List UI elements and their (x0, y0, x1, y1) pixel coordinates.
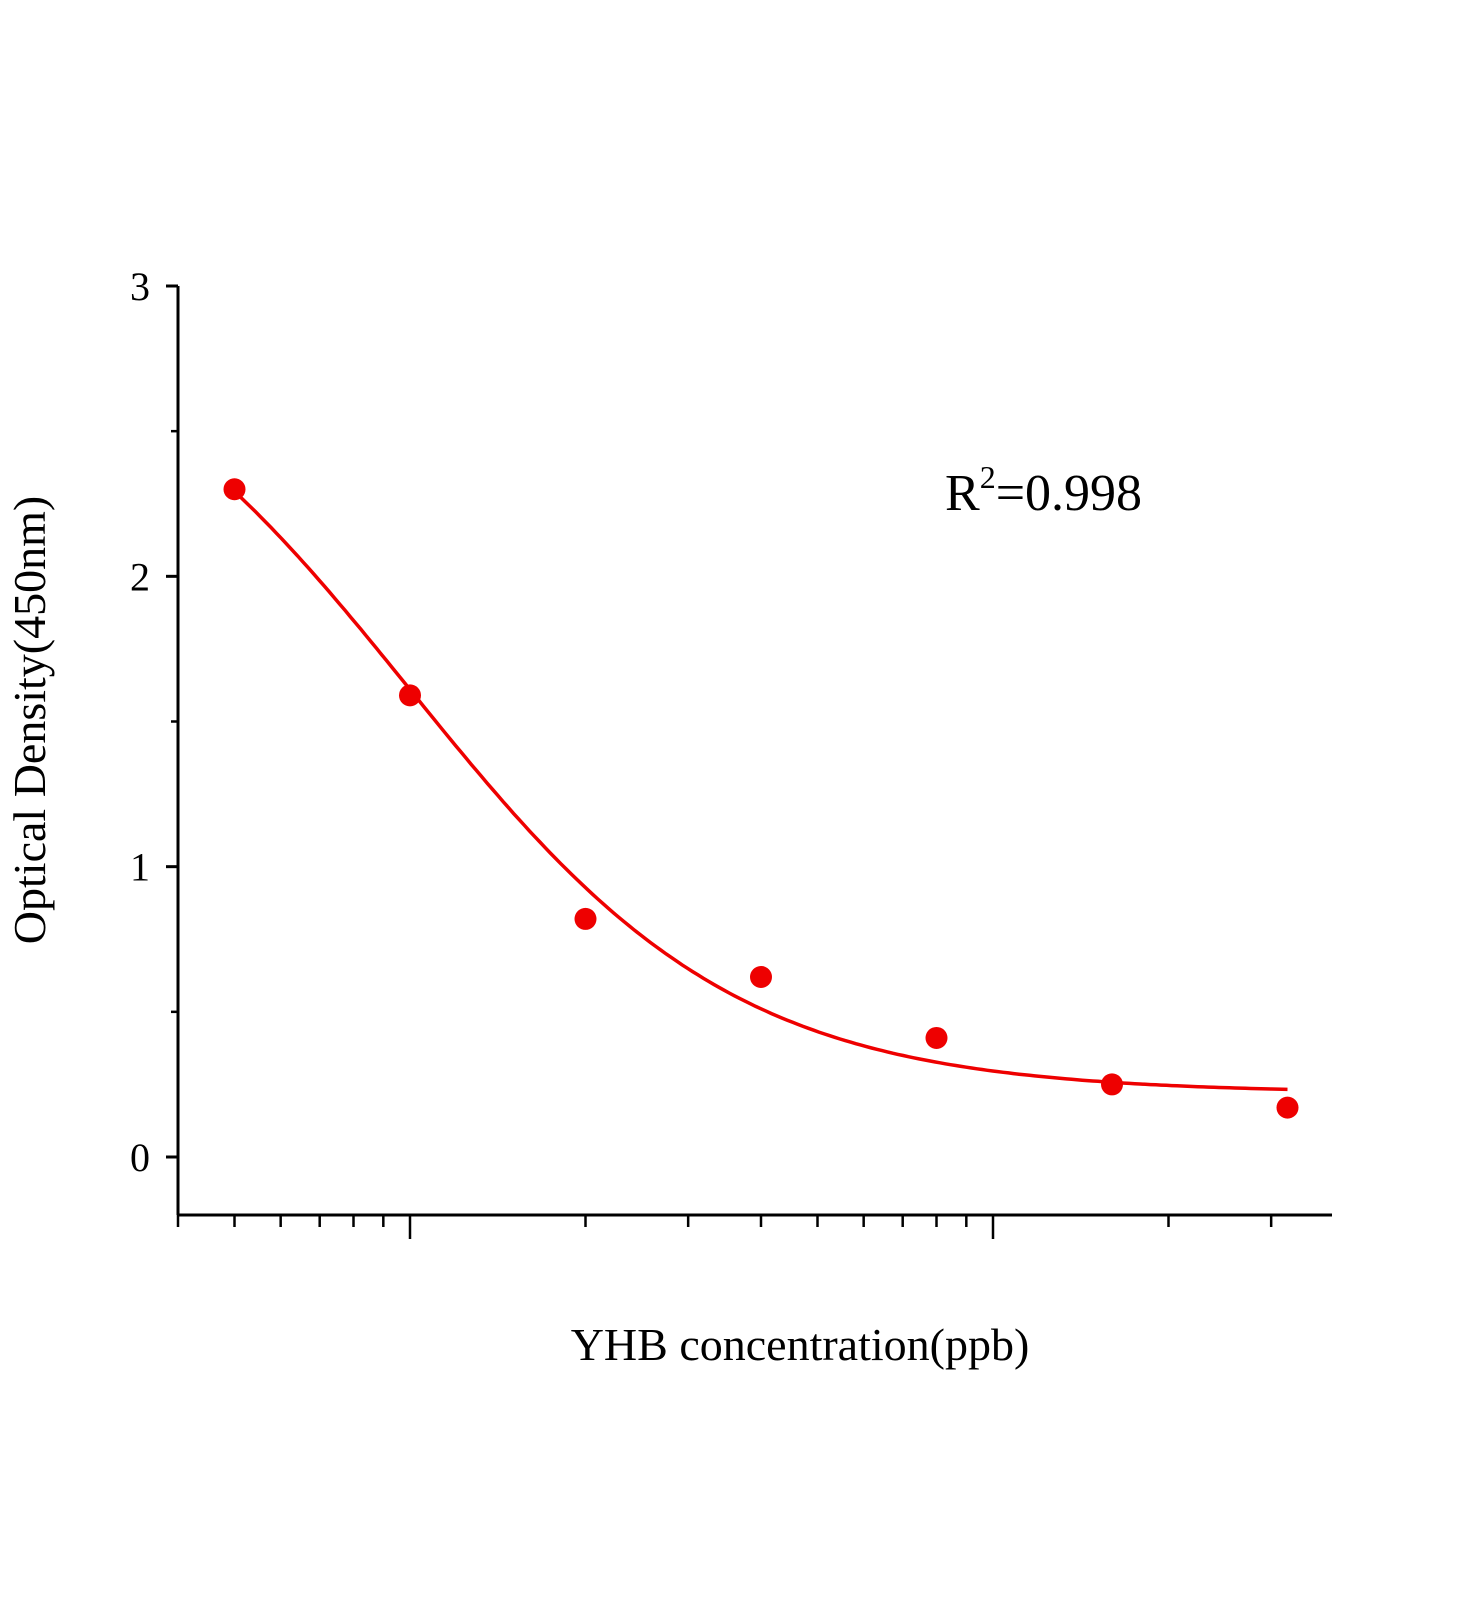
r-superscript: 2 (980, 459, 996, 495)
r-squared-annotation: R2=0.998 (945, 459, 1142, 522)
data-point (750, 965, 773, 988)
data-point (1276, 1096, 1299, 1119)
y-tick-label: 0 (130, 1135, 150, 1180)
data-point (925, 1026, 948, 1049)
r-label: R (945, 465, 980, 522)
data-points (223, 478, 1299, 1119)
data-point (1101, 1073, 1124, 1096)
y-tick-label: 2 (130, 554, 150, 599)
data-point (574, 907, 597, 930)
r-value: =0.998 (996, 465, 1142, 522)
x-axis-title: YHB concentration(ppb) (571, 1319, 1030, 1370)
y-tick-label: 3 (130, 264, 150, 309)
y-axis-title: Optical Density(450nm) (4, 496, 55, 944)
axes: 0 1 2 3 (130, 264, 1332, 1239)
y-tick-label: 1 (130, 845, 150, 890)
data-point (399, 684, 421, 707)
data-point (223, 478, 246, 501)
fit-curve (233, 490, 1288, 1092)
